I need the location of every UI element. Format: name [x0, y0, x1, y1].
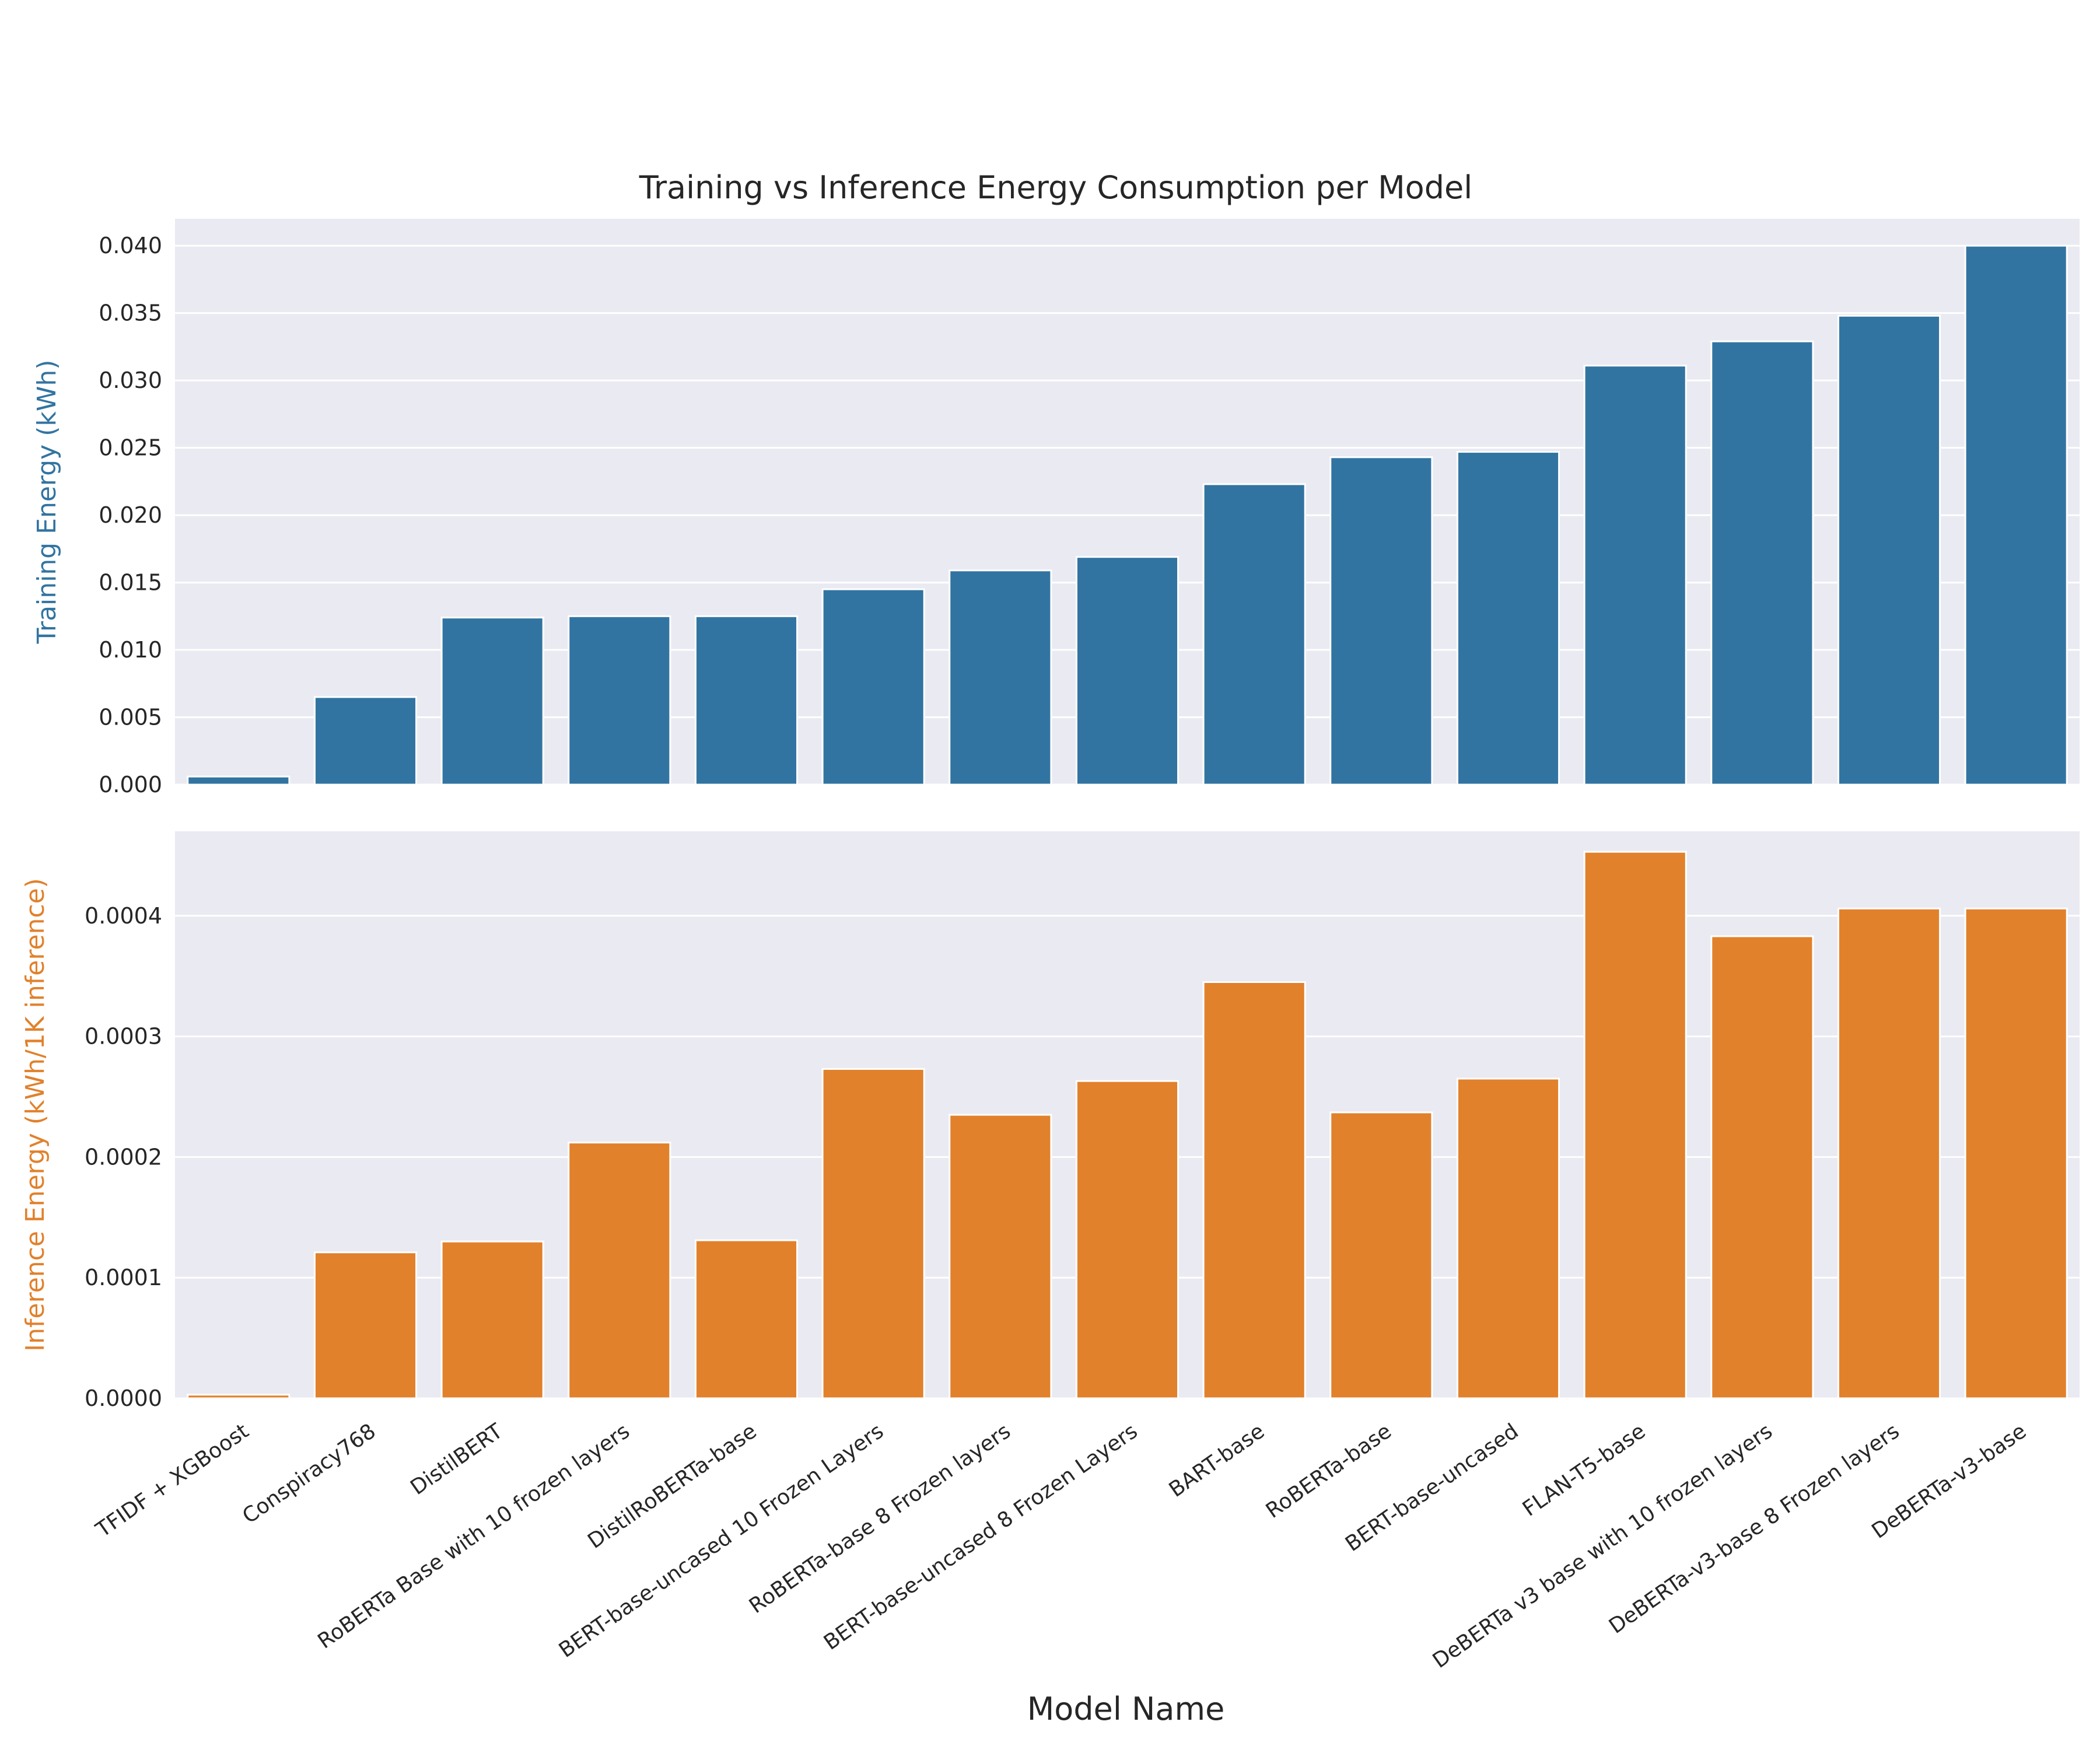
panel-training: 0.000 0.005 0.010 0.015 0.020 0.025 0.030 0.035… — [32, 219, 2080, 797]
bar-training — [821, 588, 925, 786]
y-tick-label: 0.000 — [99, 772, 162, 797]
y-tick-label: 0.035 — [99, 300, 162, 326]
bar-training — [949, 569, 1052, 786]
x-tick-label: TFIDF + XGBoost — [92, 1419, 253, 1542]
y-tick-label: 0.015 — [99, 570, 162, 596]
y-tick-label: 0.0000 — [85, 1385, 162, 1411]
bar-training — [694, 615, 799, 786]
bar-inference — [1583, 851, 1687, 1399]
x-tick-label: RoBERTa-base 8 Frozen layers — [745, 1419, 1015, 1618]
y-axis-label: Training Energy (kWh) — [32, 360, 62, 645]
y-tick-label: 0.0004 — [85, 903, 162, 929]
panel-inference: 0.0000 0.0001 0.0002 0.0003 0.0004 Inference … — [20, 831, 2080, 1411]
bar-training — [1456, 451, 1560, 786]
bar-inference — [949, 1114, 1052, 1399]
y-tick-label: 0.020 — [99, 502, 162, 528]
bar-training — [1710, 340, 1814, 786]
bar-training — [1202, 483, 1306, 786]
y-axis-label: Inference Energy (kWh/1K inference) — [20, 878, 50, 1352]
chart-title: Training vs Inference Energy Consumption… — [639, 169, 1472, 206]
x-tick-label: FLAN-T5-base — [1518, 1419, 1650, 1521]
y-tick-label: 0.0002 — [85, 1144, 162, 1170]
bar-inference — [694, 1239, 799, 1399]
bar-inference — [821, 1068, 925, 1399]
bar-training — [313, 696, 418, 786]
bar-inference — [1456, 1077, 1560, 1399]
x-tick-label: DistilBERT — [406, 1419, 508, 1500]
bar-training — [1329, 456, 1433, 786]
bar-inference — [1075, 1080, 1180, 1399]
x-tick-label: Conspiracy768 — [238, 1419, 380, 1528]
bar-inference — [187, 1394, 290, 1399]
bar-inference — [1964, 907, 2068, 1399]
y-tick-label: 0.040 — [99, 233, 162, 258]
bar-inference — [1329, 1111, 1433, 1399]
bar-inference — [313, 1251, 418, 1399]
y-tick-label: 0.0001 — [85, 1265, 162, 1290]
y-tick-label: 0.010 — [99, 637, 162, 663]
x-tick-label: RoBERTa-base — [1262, 1419, 1396, 1523]
bar-training — [1964, 244, 2068, 786]
bar-training — [440, 617, 544, 786]
bar-inference — [440, 1240, 544, 1399]
bar-training — [1583, 365, 1687, 786]
chart-panels: 0.000 0.005 0.010 0.015 0.020 0.025 0.030 0.035… — [20, 219, 2080, 1673]
bar-training — [1075, 556, 1180, 786]
y-tick-label: 0.0003 — [85, 1024, 162, 1049]
bar-training — [187, 775, 290, 786]
x-axis-label: Model Name — [1027, 1691, 1225, 1727]
y-tick-label: 0.025 — [99, 435, 162, 461]
x-tick-label: BART-base — [1165, 1419, 1269, 1502]
bar-training — [1837, 314, 1941, 786]
bar-inference — [568, 1142, 671, 1399]
y-tick-label: 0.030 — [99, 368, 162, 393]
bar-inference — [1710, 935, 1814, 1399]
bar-inference — [1202, 981, 1306, 1399]
bar-inference — [1837, 907, 1941, 1399]
y-tick-label: 0.005 — [99, 705, 162, 730]
bar-training — [568, 615, 671, 786]
